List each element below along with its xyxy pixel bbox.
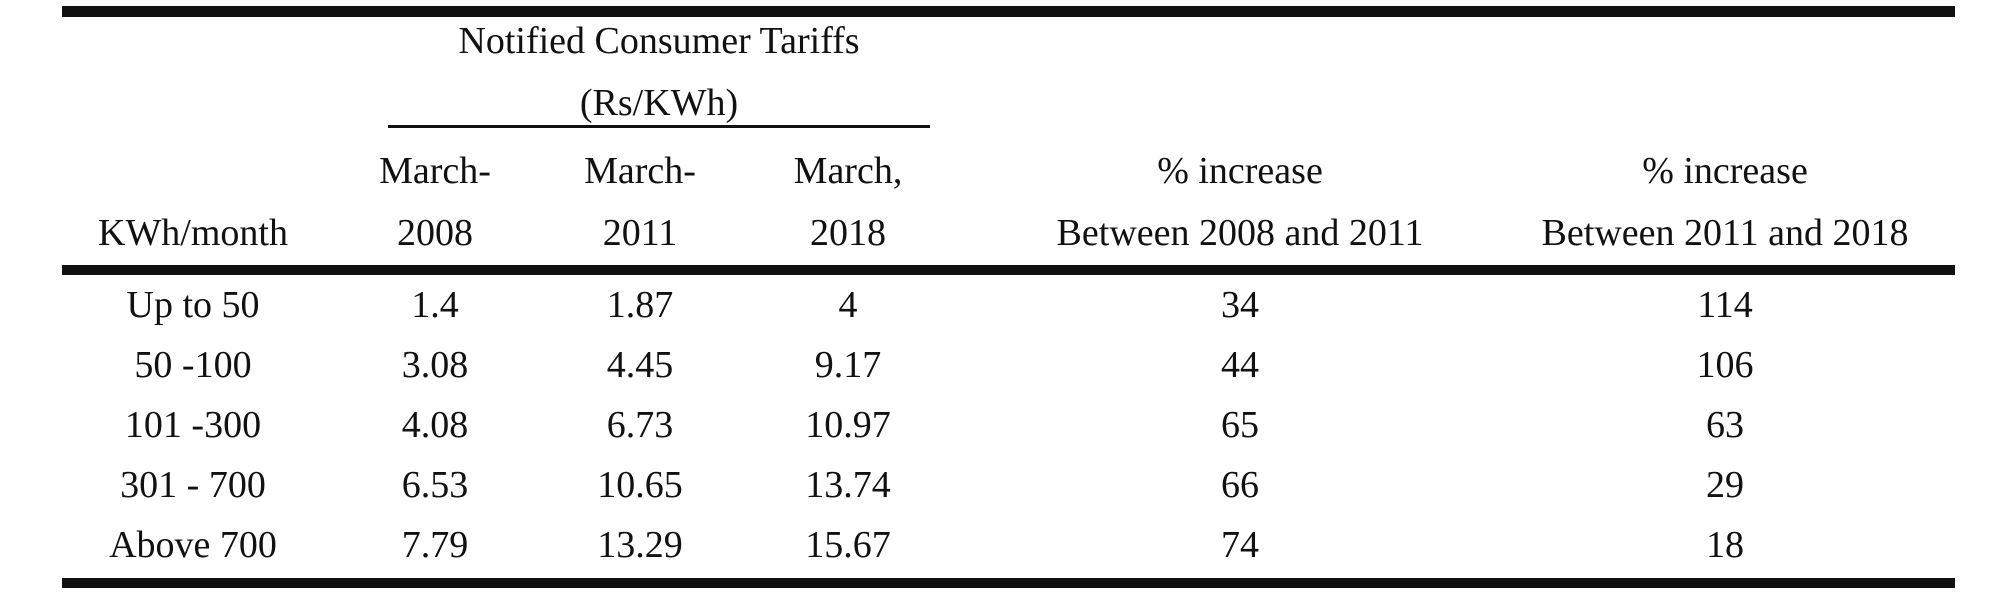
table-top-rule [62, 6, 1955, 17]
table-cell-2008: 7.79 [401, 524, 469, 566]
table-cell-2008: 6.53 [401, 464, 469, 506]
table-cell-increase-2011-2018: 106 [1696, 344, 1754, 386]
table-cell-2018: 13.74 [805, 464, 891, 506]
column-header-march-2008-line2: 2008 [397, 212, 473, 254]
column-header-increase-2008-2011-line2: Between 2008 and 2011 [1056, 212, 1424, 254]
table-cell-increase-2008-2011: 44 [1221, 344, 1259, 386]
group-header-unit: (Rs/KWh) [579, 82, 739, 124]
table-cell-kwh: 301 - 700 [120, 464, 266, 506]
table-cell-kwh: Up to 50 [126, 284, 260, 326]
table-cell-kwh: 101 -300 [124, 404, 262, 446]
table-cell-increase-2008-2011: 34 [1221, 284, 1259, 326]
column-header-increase-2011-2018-line2: Between 2011 and 2018 [1541, 212, 1909, 254]
column-header-increase-2011-2018-line1: % increase [1642, 150, 1808, 192]
table-cell-2011: 13.29 [597, 524, 683, 566]
table-cell-2018: 9.17 [814, 344, 882, 386]
table-cell-2018: 10.97 [805, 404, 891, 446]
group-header-title: Notified Consumer Tariffs [458, 20, 860, 62]
column-header-march-2011-line2: 2011 [602, 212, 678, 254]
table-cell-kwh: 50 -100 [134, 344, 252, 386]
table-cell-increase-2011-2018: 18 [1706, 524, 1744, 566]
column-header-march-2018-line2: 2018 [810, 212, 886, 254]
table-cell-increase-2008-2011: 65 [1221, 404, 1259, 446]
header-bottom-rule [62, 265, 1955, 275]
group-header-rule [388, 125, 930, 128]
table-cell-increase-2011-2018: 114 [1697, 284, 1753, 326]
table-cell-increase-2011-2018: 29 [1706, 464, 1744, 506]
table-cell-kwh: Above 700 [109, 524, 277, 566]
table-cell-increase-2008-2011: 66 [1221, 464, 1259, 506]
table-cell-2008: 4.08 [401, 404, 469, 446]
table-cell-2018: 4 [838, 284, 858, 326]
table-cell-increase-2011-2018: 63 [1706, 404, 1744, 446]
table-cell-2011: 1.87 [606, 284, 674, 326]
table-cell-2011: 4.45 [606, 344, 674, 386]
table-cell-2008: 1.4 [411, 284, 459, 326]
column-header-march-2008-line1: March- [379, 150, 491, 192]
column-header-march-2018-line1: March, [793, 150, 903, 192]
column-header-kwh-month: KWh/month [98, 212, 288, 254]
table-cell-2008: 3.08 [401, 344, 469, 386]
table-cell-2018: 15.67 [805, 524, 891, 566]
table-bottom-rule [62, 578, 1955, 588]
column-header-increase-2008-2011-line1: % increase [1157, 150, 1323, 192]
table-cell-2011: 10.65 [597, 464, 683, 506]
table-cell-2011: 6.73 [606, 404, 674, 446]
table-cell-increase-2008-2011: 74 [1221, 524, 1259, 566]
column-header-march-2011-line1: March- [584, 150, 696, 192]
